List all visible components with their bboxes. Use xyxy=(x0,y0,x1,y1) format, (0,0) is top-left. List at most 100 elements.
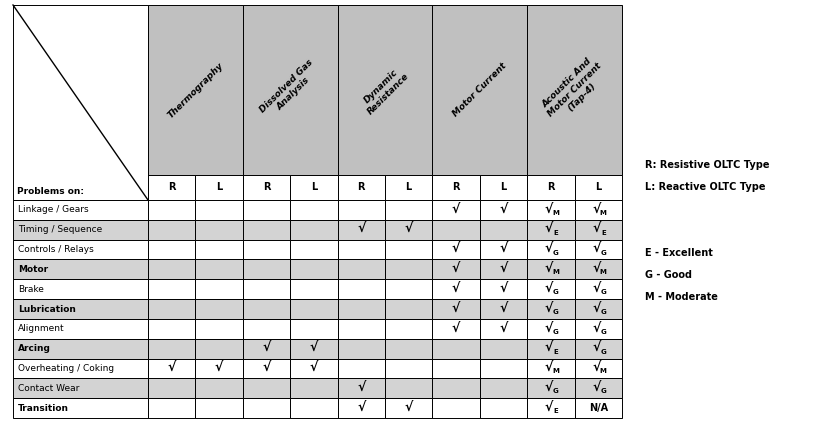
Text: Alignment: Alignment xyxy=(18,325,65,333)
Bar xyxy=(290,260,338,279)
Bar xyxy=(13,200,148,220)
Bar xyxy=(432,398,480,418)
Bar xyxy=(196,359,242,379)
Text: G: G xyxy=(553,388,559,394)
Text: E: E xyxy=(601,230,606,236)
Bar xyxy=(527,5,622,175)
Text: √: √ xyxy=(545,223,553,236)
Bar xyxy=(338,220,385,240)
Bar xyxy=(148,379,196,398)
Text: G: G xyxy=(600,309,606,315)
Text: L: L xyxy=(501,182,506,192)
Text: R: R xyxy=(358,182,365,192)
Text: Timing / Sequence: Timing / Sequence xyxy=(18,225,102,234)
Text: R: R xyxy=(168,182,175,192)
Text: √: √ xyxy=(262,362,270,375)
Bar xyxy=(432,299,480,319)
Bar xyxy=(575,240,622,260)
Bar xyxy=(385,319,432,339)
Bar xyxy=(575,398,622,418)
Text: √: √ xyxy=(404,223,413,236)
Bar xyxy=(338,339,385,359)
Bar xyxy=(148,175,196,200)
Bar xyxy=(196,319,242,339)
Text: E - Excellent: E - Excellent xyxy=(645,248,713,258)
Bar xyxy=(385,175,432,200)
Bar xyxy=(432,175,480,200)
Text: √: √ xyxy=(357,402,366,414)
Text: √: √ xyxy=(592,283,601,296)
Text: M - Moderate: M - Moderate xyxy=(645,292,718,302)
Text: G: G xyxy=(600,329,606,335)
Text: R: R xyxy=(263,182,270,192)
Text: G: G xyxy=(600,249,606,256)
Bar xyxy=(480,339,527,359)
Text: √: √ xyxy=(592,243,601,256)
Text: √: √ xyxy=(545,342,553,355)
Text: √: √ xyxy=(545,243,553,256)
Bar xyxy=(196,200,242,220)
Bar xyxy=(575,175,622,200)
Bar xyxy=(148,240,196,260)
Bar xyxy=(480,279,527,299)
Bar xyxy=(196,240,242,260)
Bar xyxy=(196,299,242,319)
Text: Motor: Motor xyxy=(18,265,48,274)
Bar xyxy=(527,175,575,200)
Bar xyxy=(575,339,622,359)
Bar xyxy=(13,398,148,418)
Text: Dissolved Gas
Analysis: Dissolved Gas Analysis xyxy=(258,58,322,122)
Bar xyxy=(575,359,622,379)
Text: √: √ xyxy=(592,203,601,216)
Bar xyxy=(242,240,290,260)
Text: √: √ xyxy=(545,203,553,216)
Text: R: R xyxy=(547,182,555,192)
Text: √: √ xyxy=(592,342,601,355)
Text: √: √ xyxy=(499,203,508,216)
Text: Arcing: Arcing xyxy=(18,344,51,353)
Bar xyxy=(290,220,338,240)
Text: √: √ xyxy=(545,402,553,414)
Bar xyxy=(338,200,385,220)
Text: √: √ xyxy=(545,303,553,316)
Text: √: √ xyxy=(545,263,553,276)
Bar xyxy=(338,175,385,200)
Text: √: √ xyxy=(310,342,318,355)
Bar xyxy=(338,260,385,279)
Bar xyxy=(480,260,527,279)
Text: G: G xyxy=(553,309,559,315)
Bar xyxy=(196,260,242,279)
Text: √: √ xyxy=(545,362,553,375)
Bar xyxy=(527,260,575,279)
Bar xyxy=(385,359,432,379)
Bar xyxy=(338,398,385,418)
Bar xyxy=(242,220,290,240)
Text: √: √ xyxy=(357,382,366,395)
Bar xyxy=(575,279,622,299)
Bar xyxy=(385,279,432,299)
Text: √: √ xyxy=(592,223,601,236)
Text: E: E xyxy=(553,230,558,236)
Bar xyxy=(242,279,290,299)
Bar xyxy=(385,240,432,260)
Bar xyxy=(432,379,480,398)
Bar xyxy=(290,398,338,418)
Bar xyxy=(148,398,196,418)
Bar xyxy=(242,299,290,319)
Text: Lubrication: Lubrication xyxy=(18,305,76,314)
Text: M: M xyxy=(552,269,559,276)
Bar xyxy=(385,260,432,279)
Text: Acoustic And
Motor Current
(Tap-4): Acoustic And Motor Current (Tap-4) xyxy=(538,54,611,126)
Text: √: √ xyxy=(499,263,508,276)
Text: √: √ xyxy=(452,243,460,256)
Text: √: √ xyxy=(262,342,270,355)
Bar xyxy=(575,299,622,319)
Text: G: G xyxy=(553,329,559,335)
Text: L: L xyxy=(216,182,222,192)
Text: √: √ xyxy=(545,322,553,335)
Bar xyxy=(13,5,148,200)
Text: M: M xyxy=(600,210,607,216)
Bar xyxy=(385,398,432,418)
Bar xyxy=(480,398,527,418)
Text: √: √ xyxy=(357,223,366,236)
